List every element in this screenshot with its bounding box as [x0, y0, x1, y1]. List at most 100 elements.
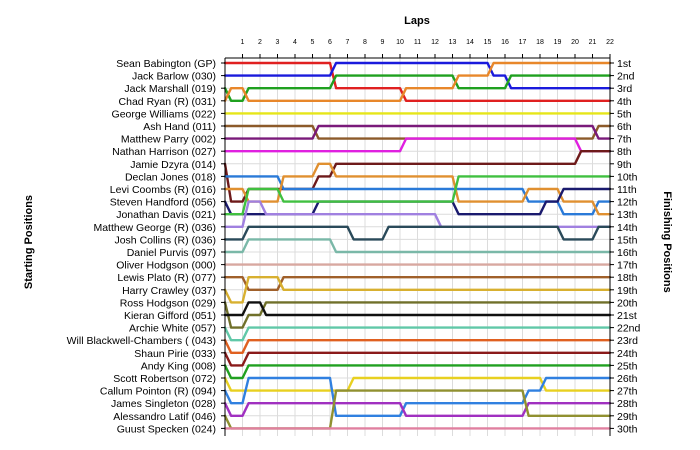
finishing-position-label: 9th	[617, 159, 632, 171]
lap-tick-label: 9	[381, 39, 385, 46]
finishing-position-label: 28th	[617, 398, 638, 410]
driver-label: Ross Hodgson (029)	[120, 297, 216, 309]
lap-tick-label: 16	[501, 39, 509, 46]
series-line-25	[223, 364, 612, 380]
lap-tick-label: 13	[449, 39, 457, 46]
finishing-position-label: 19th	[617, 285, 638, 297]
lap-tick-label: 14	[466, 39, 474, 46]
series-line-3	[223, 74, 612, 103]
finishing-position-label: 7th	[617, 134, 632, 146]
finishing-position-label: 16th	[617, 247, 638, 259]
series-line-15	[223, 225, 612, 241]
driver-label: Josh Collins (R) (036)	[114, 234, 216, 246]
grid	[224, 58, 611, 436]
finishing-position-label: 23rd	[617, 335, 638, 347]
axes	[221, 54, 614, 436]
driver-label: James Singleton (028)	[111, 398, 216, 410]
finishing-position-label: 21st	[617, 310, 637, 322]
series-line-22	[223, 326, 612, 342]
driver-label: Callum Pointon (R) (094)	[100, 386, 216, 398]
finishing-position-label: 27th	[617, 386, 638, 398]
series-line-2	[223, 61, 612, 90]
lap-tick-label: 10	[396, 39, 404, 46]
series-line-23	[223, 339, 612, 354]
driver-label: George Williams (022)	[112, 108, 216, 120]
lap-tick-label: 1	[241, 39, 245, 46]
driver-label: Oliver Hodgson (000)	[116, 260, 216, 272]
finishing-position-label: 8th	[617, 146, 632, 158]
lap-tick-label: 5	[311, 39, 315, 46]
driver-label: Matthew Parry (002)	[121, 134, 216, 146]
finishing-position-label: 24th	[617, 348, 638, 360]
finishing-position-label: 1st	[617, 58, 631, 70]
finishing-position-label: 13th	[617, 209, 638, 221]
finishing-position-label: 25th	[617, 360, 638, 372]
series-line-13	[223, 175, 612, 216]
driver-label: Sean Babington (GP)	[116, 58, 216, 70]
driver-label: Scott Robertson (072)	[113, 373, 216, 385]
lap-tick-label: 15	[484, 39, 492, 46]
driver-label: Shaun Pirie (033)	[134, 348, 216, 360]
finishing-position-label: 4th	[617, 96, 632, 108]
series-line-20	[223, 301, 612, 329]
chart-title: Laps	[404, 15, 430, 27]
driver-label: Guust Specken (024)	[117, 423, 216, 435]
lap-tick-label: 21	[589, 39, 597, 46]
series-line-27	[223, 376, 612, 417]
driver-label: Chad Ryan (R) (031)	[119, 96, 216, 108]
driver-label: Nathan Harrison (027)	[112, 146, 216, 158]
lap-tick-label: 22	[606, 39, 614, 46]
driver-label: Will Blackwell-Chambers ( (043)	[67, 335, 216, 347]
lap-tick-label: 20	[571, 39, 579, 46]
series-line-19	[223, 276, 612, 304]
series-line-24	[223, 351, 612, 367]
lap-tick-label: 8	[363, 39, 367, 46]
series-line-21	[223, 301, 612, 317]
series-line-7	[223, 124, 612, 140]
driver-label: Archie White (057)	[129, 323, 216, 335]
driver-label: Kieran Gifford (051)	[124, 310, 216, 322]
y-axis-right-label: Finishing Positions	[661, 191, 673, 292]
driver-label: Lewis Plato (R) (077)	[117, 272, 216, 284]
lap-tick-label: 2	[258, 39, 262, 46]
driver-label: Ash Hand (011)	[143, 121, 216, 133]
finishing-position-label: 17th	[617, 260, 638, 272]
y-axis-left-label: Starting Positions	[23, 195, 35, 289]
driver-label: Steven Handford (056)	[110, 197, 216, 209]
series-line-28	[223, 402, 612, 417]
lap-tick-label: 11	[414, 39, 421, 46]
driver-label: Matthew George (R) (036)	[93, 222, 216, 234]
series-line-8	[223, 137, 612, 153]
finishing-position-label: 18th	[617, 272, 638, 284]
driver-label: Levi Coombs (R) (016)	[110, 184, 216, 196]
lap-tick-label: 18	[536, 39, 544, 46]
finishing-position-label: 29th	[617, 411, 638, 423]
series-line-26	[223, 376, 612, 392]
lap-tick-label: 19	[554, 39, 562, 46]
finishing-position-label: 22nd	[617, 323, 641, 335]
series-line-16	[223, 238, 612, 254]
lap-tick-label: 12	[431, 39, 439, 46]
driver-label: Jamie Dzyra (014)	[130, 159, 216, 171]
series-line-18	[223, 276, 612, 291]
finishing-position-label: 5th	[617, 108, 632, 120]
driver-label: Jack Barlow (030)	[132, 71, 216, 83]
lap-tick-label: 3	[276, 39, 280, 46]
series-line-10	[223, 175, 612, 216]
series-line-1	[223, 61, 612, 103]
lap-tick-label: 4	[293, 39, 297, 46]
driver-label: Declan Jones (018)	[125, 171, 216, 183]
lap-tick-label: 6	[328, 39, 332, 46]
lap-tick-label: 7	[346, 39, 350, 46]
finishing-position-label: 14th	[617, 222, 638, 234]
finishing-position-label: 3rd	[617, 83, 632, 95]
finishing-position-label: 10th	[617, 171, 638, 183]
series-lines	[223, 61, 612, 430]
finishing-position-label: 26th	[617, 373, 638, 385]
driver-label: Andy King (008)	[141, 360, 216, 372]
driver-label: Alessandro Latif (046)	[113, 411, 216, 423]
driver-label: Daniel Purvis (097)	[127, 247, 216, 259]
series-line-4	[223, 61, 612, 103]
finishing-position-label: 2nd	[617, 71, 635, 83]
